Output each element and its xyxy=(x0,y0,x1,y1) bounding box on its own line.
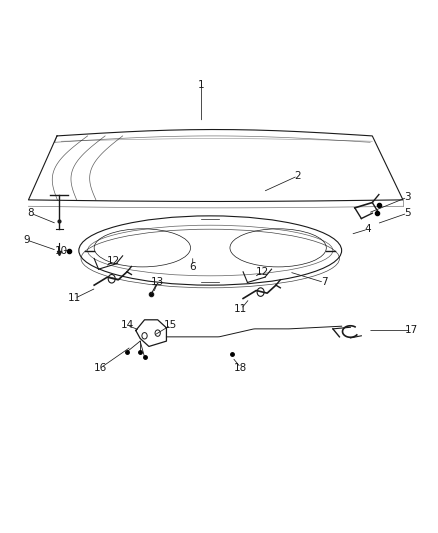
Text: 14: 14 xyxy=(120,320,134,330)
Text: 13: 13 xyxy=(151,278,164,287)
Text: 3: 3 xyxy=(404,192,411,202)
Text: 6: 6 xyxy=(189,262,196,271)
Text: 7: 7 xyxy=(321,278,328,287)
Text: 11: 11 xyxy=(234,304,247,314)
Text: 9: 9 xyxy=(23,235,30,245)
Text: 8: 8 xyxy=(27,208,34,218)
Text: 18: 18 xyxy=(234,363,247,373)
Text: 10: 10 xyxy=(55,246,68,255)
Text: 12: 12 xyxy=(107,256,120,266)
Text: 5: 5 xyxy=(404,208,411,218)
Text: 15: 15 xyxy=(164,320,177,330)
Text: 11: 11 xyxy=(68,294,81,303)
Text: 16: 16 xyxy=(94,363,107,373)
Text: 17: 17 xyxy=(405,326,418,335)
Text: 12: 12 xyxy=(256,267,269,277)
Text: 1: 1 xyxy=(198,80,205,90)
Text: 2: 2 xyxy=(294,171,301,181)
Text: 4: 4 xyxy=(364,224,371,234)
